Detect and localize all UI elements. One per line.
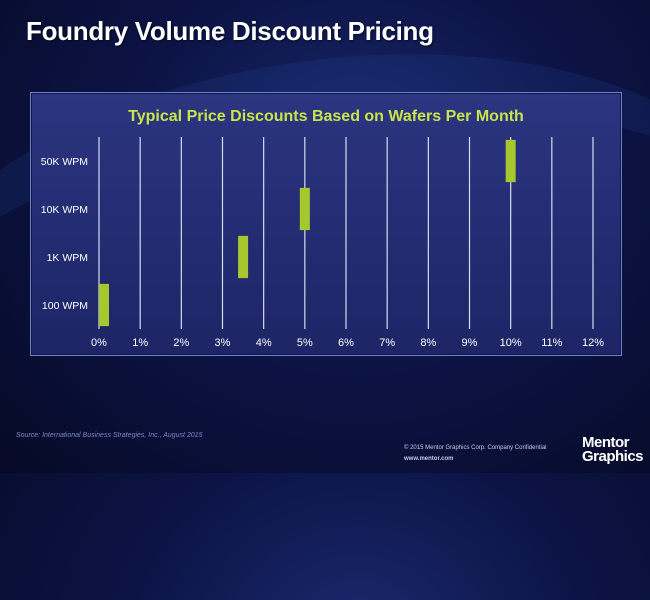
slide-title: Foundry Volume Discount Pricing xyxy=(26,16,434,46)
x-tick-label-3: 3% xyxy=(215,337,231,349)
x-tick-label-9: 9% xyxy=(462,337,478,349)
website-url: www.mentor.com xyxy=(404,456,454,462)
x-tick-label-2: 2% xyxy=(173,337,189,349)
x-tick-label-11: 11% xyxy=(541,337,562,349)
x-tick-label-12: 12% xyxy=(582,337,604,349)
y-tick-label-0: 100 WPM xyxy=(42,300,88,312)
x-tick-label-1: 1% xyxy=(132,337,148,349)
x-tick-label-10: 10% xyxy=(500,337,522,349)
bar-50k-wpm xyxy=(505,139,516,183)
chart-title: Typical Price Discounts Based on Wafers … xyxy=(128,108,524,125)
bar-1k-wpm xyxy=(238,235,249,279)
y-tick-label-3: 50K WPM xyxy=(41,156,88,168)
x-tick-label-7: 7% xyxy=(379,337,395,349)
bar-100-wpm xyxy=(99,283,109,327)
x-tick-label-4: 4% xyxy=(256,337,272,349)
logo-line-2: Graphics xyxy=(582,448,644,465)
mentor-graphics-logo: Mentor Graphics xyxy=(582,434,644,470)
logo-line-1: Mentor xyxy=(582,434,630,451)
discount-chart: Typical Price Discounts Based on Wafers … xyxy=(41,108,604,349)
y-tick-label-1: 1K WPM xyxy=(47,252,88,264)
y-tick-label-2: 10K WPM xyxy=(41,204,88,216)
x-tick-label-8: 8% xyxy=(420,337,436,349)
copyright-notice: © 2015 Mentor Graphics Corp. Company Con… xyxy=(404,445,547,451)
source-note: Source: International Business Strategie… xyxy=(16,432,203,439)
bar-10k-wpm xyxy=(299,187,310,231)
x-tick-label-0: 0% xyxy=(91,337,107,349)
chart-panel: Typical Price Discounts Based on Wafers … xyxy=(30,92,622,356)
x-tick-label-5: 5% xyxy=(297,337,313,349)
x-tick-label-6: 6% xyxy=(338,337,354,349)
